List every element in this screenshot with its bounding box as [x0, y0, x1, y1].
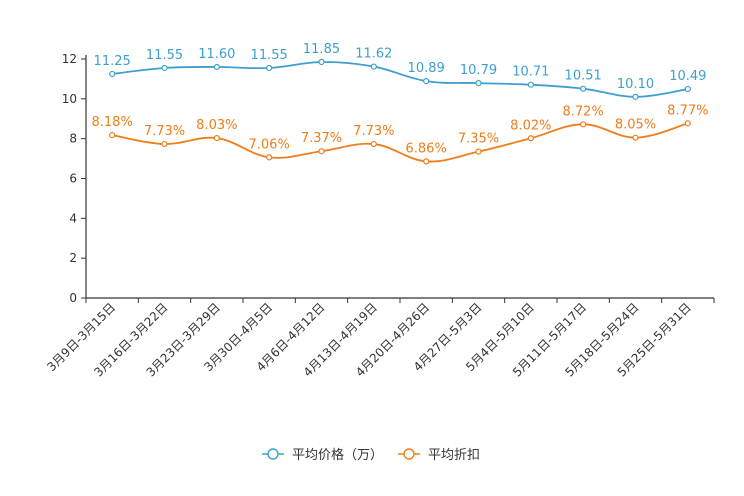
data-point [632, 93, 639, 100]
data-label: 8.72% [563, 104, 604, 119]
data-label: 10.79 [460, 63, 497, 78]
data-point [109, 70, 116, 78]
data-point [580, 121, 587, 128]
data-label: 7.35% [458, 132, 499, 147]
data-label: 11.55 [146, 48, 183, 63]
legend-label: 平均折扣 [428, 448, 480, 463]
data-point [632, 134, 639, 141]
data-label: 7.37% [301, 131, 342, 146]
data-point [213, 134, 220, 142]
data-label: 7.73% [144, 124, 185, 139]
data-point [527, 135, 534, 142]
data-point [318, 148, 325, 155]
y-tick-label: 8 [69, 132, 77, 146]
data-label: 11.62 [355, 47, 392, 62]
data-point [109, 131, 116, 139]
data-label: 8.05% [615, 118, 656, 133]
data-label: 10.89 [408, 61, 445, 76]
data-label: 11.25 [94, 54, 131, 69]
data-point [423, 78, 430, 85]
data-point [527, 81, 534, 88]
data-point [684, 85, 691, 93]
y-tick-label: 4 [69, 211, 77, 225]
data-label: 6.86% [406, 141, 447, 156]
legend-marker [267, 448, 279, 460]
y-tick-label: 2 [69, 251, 77, 265]
data-label: 11.85 [303, 42, 340, 57]
data-point [580, 85, 587, 92]
series-line-2 [112, 122, 689, 163]
series-line-1 [112, 61, 688, 98]
data-label: 7.73% [353, 124, 394, 139]
data-point [370, 140, 377, 148]
legend-marker [403, 448, 415, 460]
data-point [475, 148, 482, 155]
data-point [161, 140, 168, 148]
data-point [161, 64, 168, 72]
data-label: 11.60 [198, 47, 235, 62]
legend-label: 平均价格（万） [292, 447, 383, 463]
data-point [370, 63, 377, 70]
data-label: 7.06% [249, 137, 290, 152]
data-label: 10.71 [512, 65, 549, 80]
data-label: 8.03% [196, 118, 237, 133]
data-label: 10.51 [565, 69, 602, 84]
data-point [213, 63, 220, 71]
data-point [318, 58, 325, 66]
data-label: 10.10 [617, 77, 654, 92]
data-point [266, 64, 273, 72]
data-label: 8.77% [667, 103, 708, 118]
y-tick-label: 10 [62, 92, 77, 106]
y-tick-label: 0 [69, 291, 77, 305]
y-tick-label: 12 [62, 52, 77, 66]
data-point [475, 79, 482, 87]
data-label: 8.02% [510, 118, 551, 133]
data-point [266, 154, 273, 161]
data-point [423, 158, 430, 165]
data-label: 8.18% [92, 115, 133, 130]
data-point [684, 120, 691, 127]
y-tick-label: 6 [69, 172, 77, 186]
data-label: 11.55 [251, 48, 288, 63]
data-label: 10.49 [669, 69, 706, 84]
